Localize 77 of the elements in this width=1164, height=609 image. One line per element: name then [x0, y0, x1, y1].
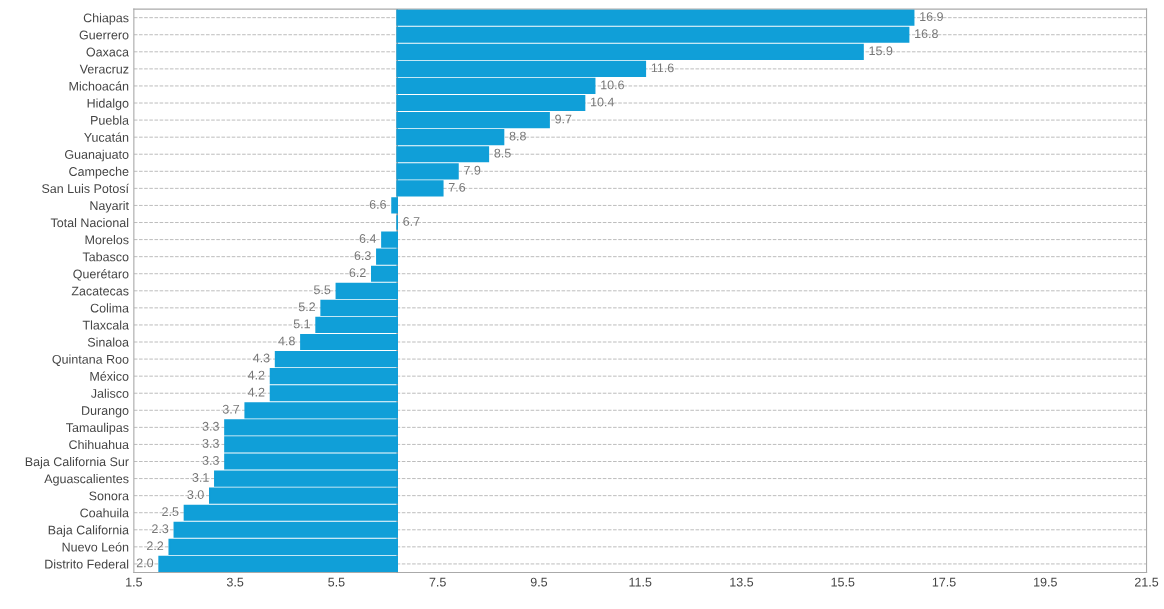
y-tick-label: Veracruz — [79, 64, 129, 74]
x-tick-label: 17.5 — [932, 577, 956, 587]
y-tick-label: Zacatecas — [71, 286, 129, 296]
x-tick-label: 7.5 — [429, 577, 446, 587]
y-tick-label: Baja California — [48, 525, 129, 537]
data-label: 16.8 — [915, 29, 938, 39]
data-label: 3.1 — [192, 473, 209, 482]
data-label: 8.5 — [494, 148, 511, 158]
y-tick-label: Total Nacional — [50, 217, 129, 228]
data-label: 2.2 — [147, 541, 164, 551]
y-tick-label: Querétaro — [73, 269, 129, 281]
y-tick-label: Campeche — [69, 166, 129, 179]
data-label: 8.8 — [509, 131, 526, 141]
y-tick-label: San Luis Potosí — [42, 183, 129, 194]
data-label: 6.2 — [349, 268, 366, 278]
data-label: 4.3 — [252, 353, 270, 363]
x-tick-label: 15.5 — [831, 577, 855, 587]
x-tick-label: 11.5 — [629, 577, 652, 587]
data-label: 4.2 — [247, 387, 265, 397]
y-tick-label: Morelos — [85, 235, 129, 245]
y-tick-label: Durango — [82, 406, 129, 418]
y-tick-label: Jalisco — [90, 388, 129, 398]
y-tick-label: Chiapas — [83, 13, 129, 25]
y-tick-label: Yucatán — [84, 132, 129, 142]
data-label: 6.3 — [354, 251, 371, 261]
data-label: 2.5 — [162, 507, 179, 517]
data-label: 3.0 — [187, 490, 204, 499]
data-label: 15.9 — [869, 46, 893, 56]
y-tick-label: Tabasco — [82, 252, 129, 262]
data-label: 4.2 — [247, 370, 265, 380]
y-tick-label: Coahuila — [80, 508, 129, 518]
data-label: 6.4 — [359, 234, 377, 243]
data-label: 9.7 — [555, 114, 572, 124]
y-tick-label: Tlaxcala — [82, 320, 129, 330]
y-tick-label: Sonora — [89, 491, 129, 501]
data-label: 11.6 — [651, 63, 674, 73]
y-tick-label: México — [90, 371, 129, 381]
data-label: 5.5 — [313, 285, 331, 295]
y-tick-label: Oaxaca — [86, 47, 129, 57]
data-label: 6.6 — [369, 199, 386, 209]
x-tick-label: 13.5 — [730, 577, 754, 587]
data-label: 5.2 — [298, 302, 316, 312]
x-tick-label: 5.5 — [328, 577, 345, 587]
data-label: 4.8 — [278, 336, 295, 346]
data-label: 2.0 — [136, 558, 154, 568]
data-label: 3.7 — [222, 404, 240, 414]
y-tick-label: Quintana Roo — [52, 354, 129, 366]
y-tick-label: Tamaulipas — [66, 422, 129, 435]
data-label: 7.6 — [448, 182, 466, 192]
y-tick-label: Nuevo León — [62, 542, 129, 552]
y-tick-label: Guerrero — [79, 30, 129, 40]
y-tick-label: Aguascalientes — [44, 474, 129, 486]
data-label: 6.7 — [403, 217, 420, 226]
y-tick-label: Michoacán — [69, 81, 129, 91]
y-tick-label: Sinaloa — [87, 337, 129, 347]
data-label: 3.3 — [202, 438, 219, 448]
y-tick-label: Hidalgo — [87, 98, 129, 111]
y-tick-label: Distrito Federal — [45, 559, 129, 569]
data-label: 3.3 — [202, 456, 219, 465]
data-label: 2.3 — [152, 524, 169, 534]
y-tick-label: Chihuahua — [69, 439, 129, 450]
y-tick-label: Colima — [90, 303, 129, 313]
y-tick-label: Baja California Sur — [25, 456, 129, 469]
x-tick-label: 9.5 — [530, 577, 548, 587]
y-tick-label: Puebla — [91, 115, 129, 125]
data-label: 10.4 — [591, 97, 615, 107]
data-label: 16.9 — [920, 12, 943, 22]
data-label: 10.6 — [601, 80, 624, 90]
y-tick-label: Nayarit — [90, 200, 129, 213]
x-tick-label: 3.5 — [226, 577, 244, 587]
y-tick-label: Guanajuato — [65, 149, 129, 162]
x-tick-label: 21.5 — [1135, 577, 1159, 587]
x-tick-label: 1.5 — [126, 577, 143, 587]
x-tick-label: 19.5 — [1034, 577, 1057, 587]
data-label: 3.3 — [202, 421, 219, 431]
data-label: 7.9 — [464, 165, 481, 175]
data-label: 5.1 — [293, 319, 310, 329]
